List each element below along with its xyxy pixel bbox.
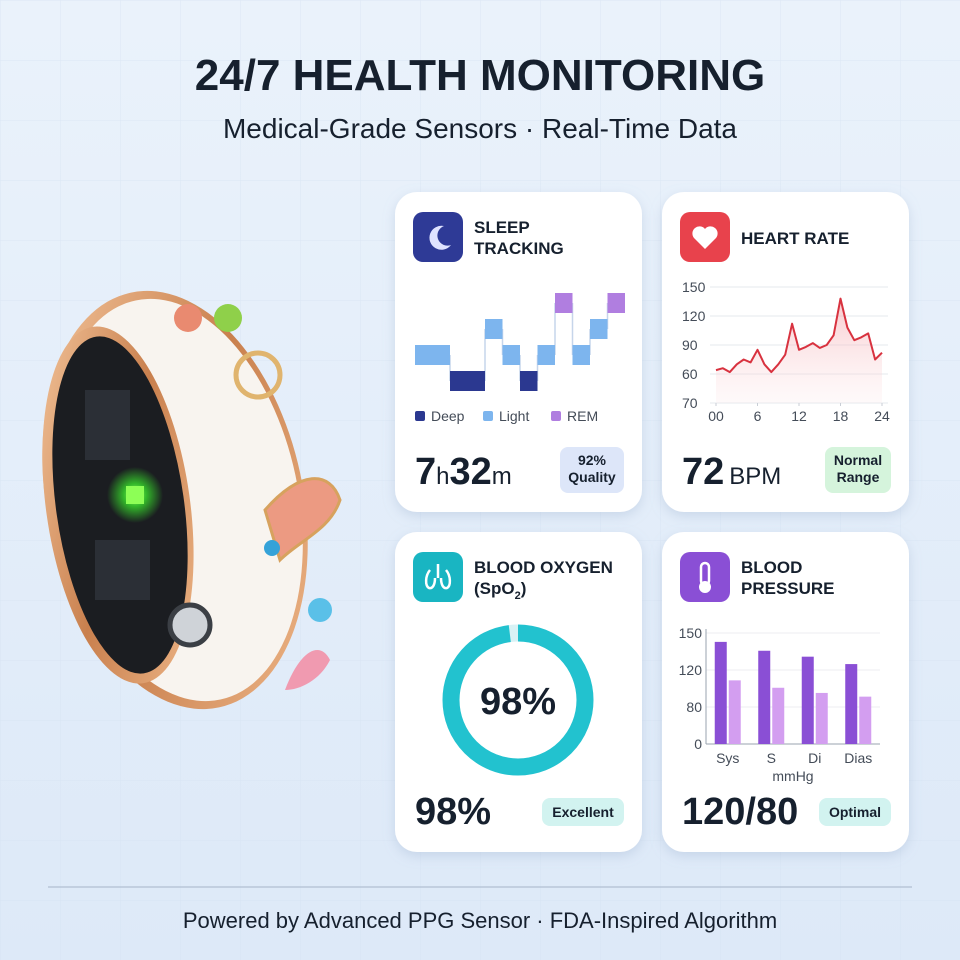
- x-tick-label: Di: [808, 750, 821, 766]
- sleep-stage: [415, 345, 433, 365]
- bar: [801, 656, 814, 744]
- status-badge: [542, 798, 624, 826]
- card-title: TRACKING: [474, 239, 564, 258]
- reading: 72 BPM: [682, 451, 781, 493]
- bar: [815, 692, 828, 744]
- reading-part: 7: [415, 451, 436, 493]
- donut-arc: [442, 624, 594, 776]
- reading: 7h32m: [415, 451, 512, 493]
- sleep-stage: [607, 293, 625, 313]
- sleep-stage: [537, 345, 555, 365]
- title-subscript: 2: [515, 590, 521, 602]
- x-tick-label: 12: [791, 408, 807, 424]
- card-title: SLEEP: [474, 218, 530, 237]
- legend-swatch: [415, 411, 425, 421]
- card-icon: [680, 552, 730, 602]
- sleep-stage: [432, 345, 450, 365]
- title: 24/7 HEALTH MONITORING: [195, 51, 765, 100]
- reading-part: 98%: [415, 791, 491, 833]
- bar: [728, 680, 741, 744]
- y-tick-label: 150: [682, 279, 706, 295]
- bar: [758, 650, 771, 744]
- status-badge: [560, 447, 624, 493]
- legend-label: Light: [499, 408, 529, 424]
- sleep-stage: [467, 371, 485, 391]
- card-title: BLOOD OXYGEN: [474, 558, 613, 577]
- card-icon: [413, 552, 463, 602]
- legend-swatch: [483, 411, 493, 421]
- bar: [845, 664, 858, 744]
- sleep-stage: [555, 293, 573, 313]
- x-tick-label: 18: [833, 408, 849, 424]
- x-tick-label: 24: [874, 408, 890, 424]
- x-tick-label: 6: [754, 408, 762, 424]
- legend-label: Deep: [431, 408, 465, 424]
- card-icon: [680, 212, 730, 262]
- badge-label: 92%: [578, 452, 607, 468]
- sleep-stage: [485, 319, 503, 339]
- y-tick-label: 120: [682, 308, 706, 324]
- sleep-stage: [520, 371, 538, 391]
- subtitle: Medical-Grade Sensors · Real-Time Data: [223, 113, 737, 144]
- status-badge: [819, 798, 891, 826]
- card-title: PRESSURE: [741, 579, 835, 598]
- heart-rate-line: [715, 297, 883, 374]
- card-icon: [413, 212, 463, 262]
- bar: [859, 696, 872, 744]
- reading-part: 72: [682, 451, 724, 493]
- y-tick-label: 0: [694, 736, 702, 752]
- legend-swatch: [551, 411, 561, 421]
- badge-label: Normal: [834, 452, 882, 468]
- metric-card: SLEEP TRACKING Deep Light REM 7h32m 92%Quality: [395, 192, 642, 512]
- y-tick-label: 80: [686, 699, 702, 715]
- card-background: [662, 532, 909, 852]
- title-part: ): [521, 579, 527, 598]
- y-tick-label: 120: [679, 662, 703, 678]
- metric-card: HEART RATE 150 120 90 60 70 00 6 12 18 24 72 BPM Norm…: [662, 192, 909, 512]
- reading: 120/80: [682, 791, 798, 833]
- icon-background: [413, 212, 463, 262]
- y-tick-label: 60: [682, 366, 698, 382]
- x-axis-label: mmHg: [772, 768, 813, 784]
- metric-card: BLOOD PRESSURE 0 80 120 150 Sys S Di Dias mmHg 120/…: [662, 532, 909, 852]
- card-title: (SpO2): [474, 579, 526, 602]
- badge-label: Quality: [568, 469, 616, 485]
- reading-part: h: [436, 463, 449, 490]
- legend-label: REM: [567, 408, 598, 424]
- badge-label: Excellent: [552, 804, 614, 820]
- card-title: HEART RATE: [741, 229, 849, 248]
- badge-label: Range: [837, 469, 880, 485]
- y-tick-label: 150: [679, 625, 703, 641]
- x-tick-label: S: [767, 750, 776, 766]
- sleep-stage: [450, 371, 468, 391]
- reading-part: 120/80: [682, 791, 798, 833]
- metric-card: BLOOD OXYGEN (SpO2) 98% 98% Excellent: [395, 532, 642, 852]
- y-tick-label: 90: [682, 337, 698, 353]
- footer: Powered by Advanced PPG Sensor · FDA-Ins…: [183, 908, 777, 933]
- sleep-stage: [502, 345, 520, 365]
- icon-background: [680, 552, 730, 602]
- reading-part: m: [492, 463, 512, 490]
- title-part: (SpO: [474, 579, 515, 598]
- x-tick-label: Dias: [844, 750, 872, 766]
- sleep-stage: [590, 319, 608, 339]
- reading: 98%: [415, 791, 491, 833]
- y-tick-label: 70: [682, 395, 698, 411]
- badge-label: Optimal: [829, 804, 881, 820]
- bar: [772, 687, 785, 744]
- bar: [714, 641, 727, 744]
- donut-label: 98%: [480, 681, 556, 723]
- smart-ring: [42, 290, 342, 710]
- card-title: BLOOD: [741, 558, 802, 577]
- sleep-stage: [572, 345, 590, 365]
- card-background: [395, 532, 642, 852]
- reading-part: BPM: [729, 463, 781, 490]
- status-badge: [825, 447, 891, 493]
- reading-part: 32: [450, 451, 492, 493]
- x-tick-label: 00: [708, 408, 724, 424]
- x-tick-label: Sys: [716, 750, 739, 766]
